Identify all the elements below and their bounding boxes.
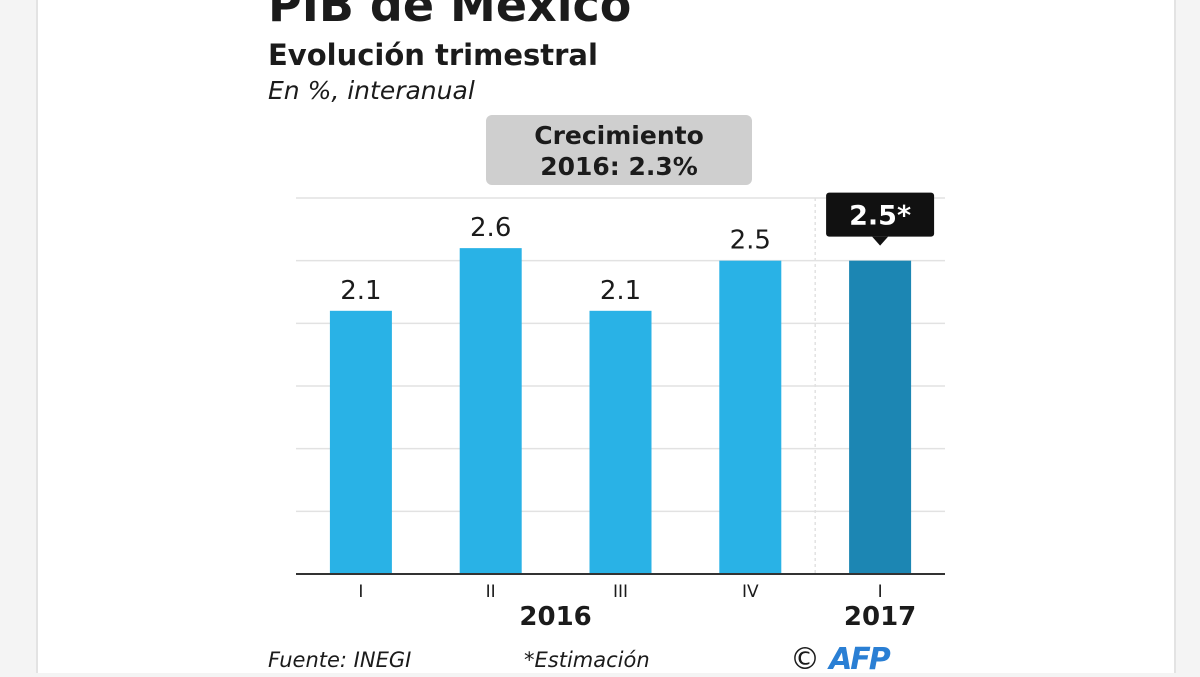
x-tick-label: IV (742, 582, 759, 602)
x-tick-label: III (613, 582, 628, 602)
x-tick-label: II (486, 582, 496, 602)
data-label: 2.6 (470, 213, 511, 243)
data-label: 2.1 (600, 276, 641, 306)
bar (459, 248, 522, 574)
callout-line2: 2016: 2.3% (540, 152, 698, 181)
bar (719, 260, 782, 574)
source-note: Fuente: INEGI (268, 648, 412, 672)
callout-line1: Crecimiento (534, 121, 704, 150)
bar (849, 260, 912, 574)
x-tick-label: I (878, 582, 883, 602)
data-label: 2.5 (730, 226, 771, 256)
afp-logo: AFP (829, 642, 891, 677)
data-label: 2.5* (849, 201, 911, 232)
value-tag-pointer (872, 236, 889, 246)
credit: © AFP (790, 642, 891, 677)
year-group-label: 2017 (844, 602, 916, 632)
chart-subtitle: Evolución trimestral (268, 38, 598, 72)
unit-note: En %, interanual (268, 76, 475, 105)
copyright-symbol: © (790, 642, 820, 677)
estimate-note: *Estimación (524, 648, 650, 672)
bar (589, 310, 652, 574)
data-label: 2.1 (340, 276, 381, 306)
year-group-label: 2016 (519, 602, 591, 632)
growth-callout: Crecimiento 2016: 2.3% (486, 115, 752, 185)
x-tick-label: I (358, 582, 363, 602)
value-tag (826, 192, 935, 237)
bar (329, 310, 392, 574)
chart-title: PIB de México (268, 0, 632, 32)
